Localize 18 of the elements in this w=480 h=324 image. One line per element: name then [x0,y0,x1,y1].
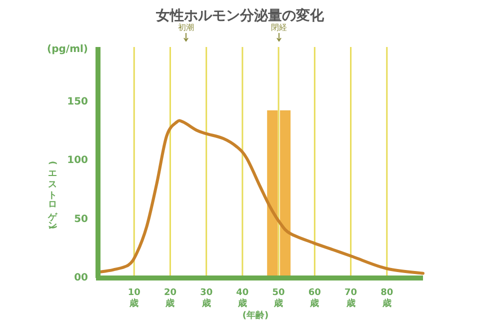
text: (pg/ml) [47,44,88,55]
y-tick-label: 100 [67,155,88,166]
y-tick-label: 00 [74,272,88,284]
y-axis-title: (エストロゲン) [47,160,59,230]
x-tick-label: 70 歳 [344,288,358,309]
x-tick-label: 60 歳 [308,288,321,309]
chart-title: 女性ホルモン分泌量の変化 [155,7,325,24]
x-tick-label: 80 歳 [380,288,394,309]
y-tick-label: 50 [74,214,88,225]
x-tick-label: 20 歳 [164,288,176,309]
x-tick-label: 30 歳 [200,288,213,309]
text: 初潮 [178,23,194,32]
text: 閉経 [271,23,287,32]
x-tick-label: 50 歳 [272,288,285,309]
y-tick-label: 150 [67,96,88,108]
x-tick-label: 10 歳 [128,288,140,309]
x-axis-title: (年齢) [242,310,269,321]
x-tick-label: 40 歳 [236,288,249,309]
